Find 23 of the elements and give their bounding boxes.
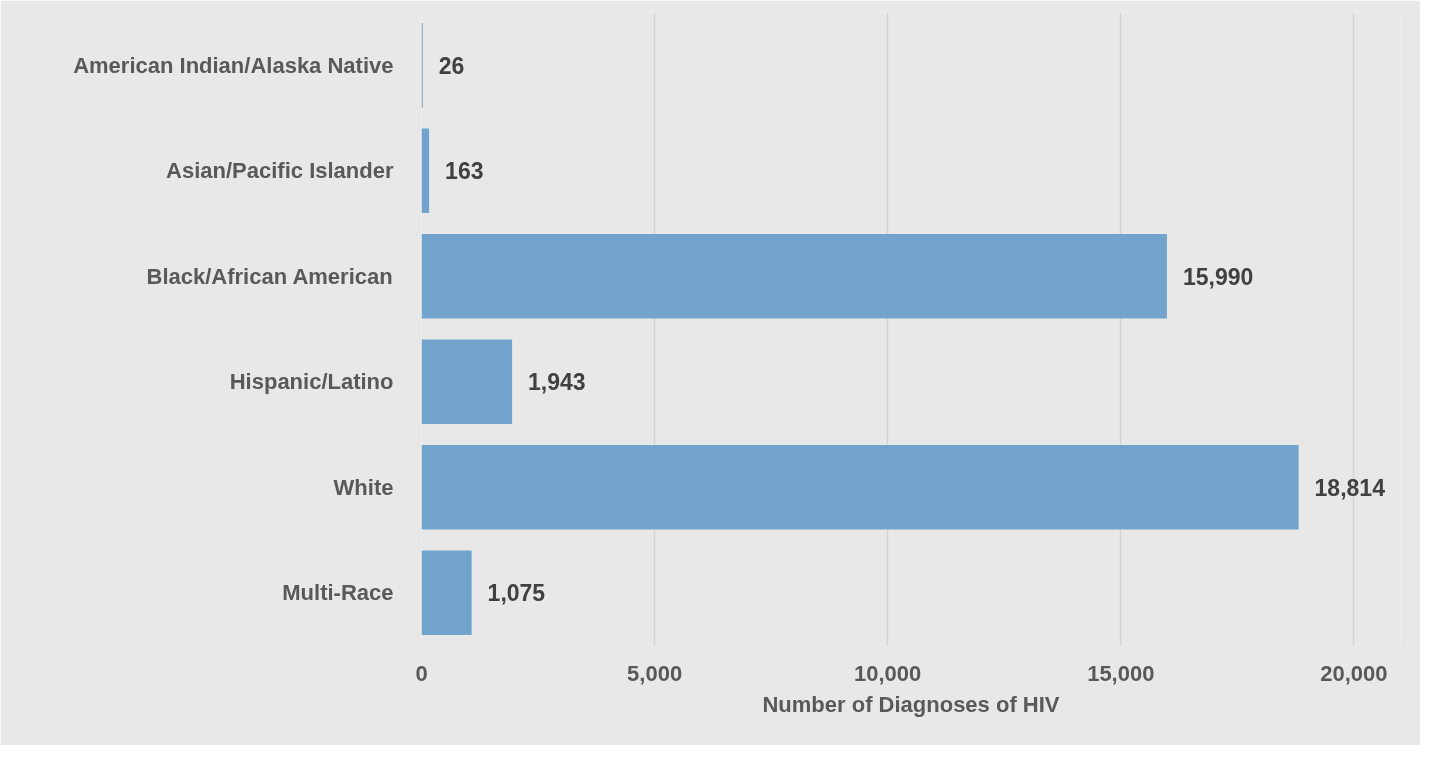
x-axis-title: Number of Diagnoses of HIV — [762, 691, 1060, 717]
x-tick-label: 15,000 — [1087, 660, 1155, 686]
x-tick-label: 5,000 — [627, 660, 683, 686]
x-tick-label: 0 — [415, 660, 428, 686]
bar — [421, 445, 1299, 530]
x-tick-label: 10,000 — [854, 660, 922, 686]
data-label: 1,075 — [487, 580, 546, 607]
y-tick-label: American Indian/Alaska Native — [73, 52, 394, 78]
bar — [421, 550, 472, 635]
data-label: 18,814 — [1314, 474, 1386, 501]
bar — [421, 339, 513, 424]
bar — [421, 234, 1167, 319]
bar — [421, 128, 430, 213]
data-label: 163 — [445, 158, 484, 185]
y-tick-label: Multi-Race — [282, 580, 394, 606]
data-label: 26 — [438, 52, 465, 79]
data-label: 1,943 — [528, 369, 586, 396]
data-label: 15,990 — [1182, 263, 1254, 290]
y-tick-label: Black/African American — [146, 263, 393, 289]
y-tick-label: White — [333, 474, 394, 500]
y-tick-label: Asian/Pacific Islander — [166, 158, 394, 184]
y-tick-label: Hispanic/Latino — [229, 369, 394, 395]
x-tick-label: 20,000 — [1320, 660, 1388, 686]
